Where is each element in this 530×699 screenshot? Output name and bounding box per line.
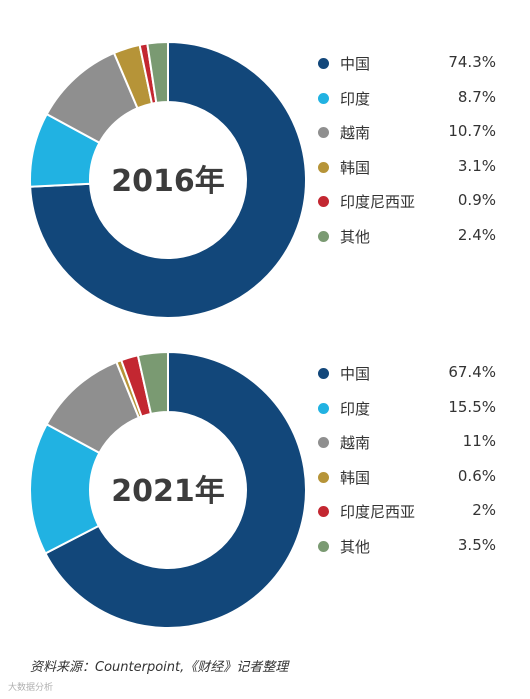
donut-chart-2016: 2016年: [29, 40, 307, 319]
legend-label: 越南: [340, 124, 371, 142]
legend-value: 0.9%: [457, 191, 496, 209]
legend-label: 中国: [340, 55, 371, 73]
legend-swatch: [318, 471, 329, 483]
slice-2021-5: [136, 350, 169, 416]
legend-label: 中国: [340, 365, 371, 383]
legend-value: 0.6%: [457, 466, 496, 485]
legend-item: 中国 74.3%: [318, 52, 508, 87]
donut-chart-2021: 2021年: [29, 350, 307, 629]
legend-label: 越南: [340, 434, 371, 452]
legend-label: 韩国: [340, 468, 371, 487]
legend-swatch: [318, 196, 329, 207]
chart-2016: 2016年 中国 74.3% 印度 8.7% 越南 10.7% 韩国 3.1% 印度尼西亚 0.9…: [0, 30, 530, 330]
legend-item: 印度尼西亚 0.9%: [318, 190, 508, 225]
legend-item: 印度 15.5%: [318, 397, 508, 432]
legend-2016: 中国 74.3% 印度 8.7% 越南 10.7% 韩国 3.1% 印度尼西亚 0.9% 其他 2.4…: [318, 52, 508, 259]
legend-swatch: [318, 92, 329, 104]
legend-value: 8.7%: [457, 87, 496, 106]
legend-label: 印度尼西亚: [340, 193, 416, 211]
legend-swatch: [318, 161, 329, 173]
legend-swatch: [318, 368, 329, 379]
legend-item: 印度 8.7%: [318, 87, 508, 122]
slice-2016-5: [146, 40, 169, 105]
slice-2016-0: [29, 40, 307, 319]
legend-2021: 中国 67.4% 印度 15.5% 越南 11% 韩国 0.6% 印度尼西亚 2% 其他 3.5%: [318, 362, 508, 569]
legend-swatch: [318, 437, 329, 448]
legend-swatch: [318, 230, 329, 242]
legend-value: 2.4%: [457, 225, 496, 244]
legend-label: 其他: [340, 227, 371, 246]
center-label-2016: 2016年: [111, 164, 225, 199]
legend-label: 印度: [340, 399, 371, 418]
legend-swatch: [318, 506, 329, 517]
legend-item: 其他 2.4%: [318, 225, 508, 260]
legend-swatch: [318, 127, 329, 138]
legend-label: 印度: [340, 89, 371, 108]
chart-2021: 2021年 中国 67.4% 印度 15.5% 越南 11% 韩国 0.6% 印度尼西亚 2% 其他…: [0, 340, 530, 640]
legend-item: 印度尼西亚 2%: [318, 500, 508, 535]
legend-item: 中国 67.4%: [318, 362, 508, 397]
legend-item: 越南 10.7%: [318, 121, 508, 156]
source-note: 资料来源：Counterpoint,《财经》记者整理: [30, 660, 289, 675]
legend-value: 11%: [462, 432, 496, 450]
legend-swatch: [318, 402, 329, 414]
legend-value: 15.5%: [448, 397, 496, 416]
legend-label: 其他: [340, 537, 371, 556]
legend-item: 韩国 3.1%: [318, 156, 508, 191]
legend-item: 其他 3.5%: [318, 535, 508, 570]
legend-value: 2%: [472, 501, 496, 519]
legend-item: 韩国 0.6%: [318, 466, 508, 501]
legend-value: 67.4%: [448, 363, 496, 381]
legend-value: 3.5%: [457, 535, 496, 554]
watermark: 大数据分析: [8, 683, 54, 693]
legend-label: 印度尼西亚: [340, 503, 416, 521]
legend-label: 韩国: [340, 158, 371, 177]
slice-2021-0: [44, 350, 307, 629]
legend-item: 越南 11%: [318, 431, 508, 466]
legend-swatch: [318, 540, 329, 552]
legend-swatch: [318, 58, 329, 69]
legend-value: 74.3%: [448, 53, 496, 71]
center-label-2021: 2021年: [111, 474, 225, 509]
legend-value: 3.1%: [457, 156, 496, 175]
legend-value: 10.7%: [448, 122, 496, 140]
